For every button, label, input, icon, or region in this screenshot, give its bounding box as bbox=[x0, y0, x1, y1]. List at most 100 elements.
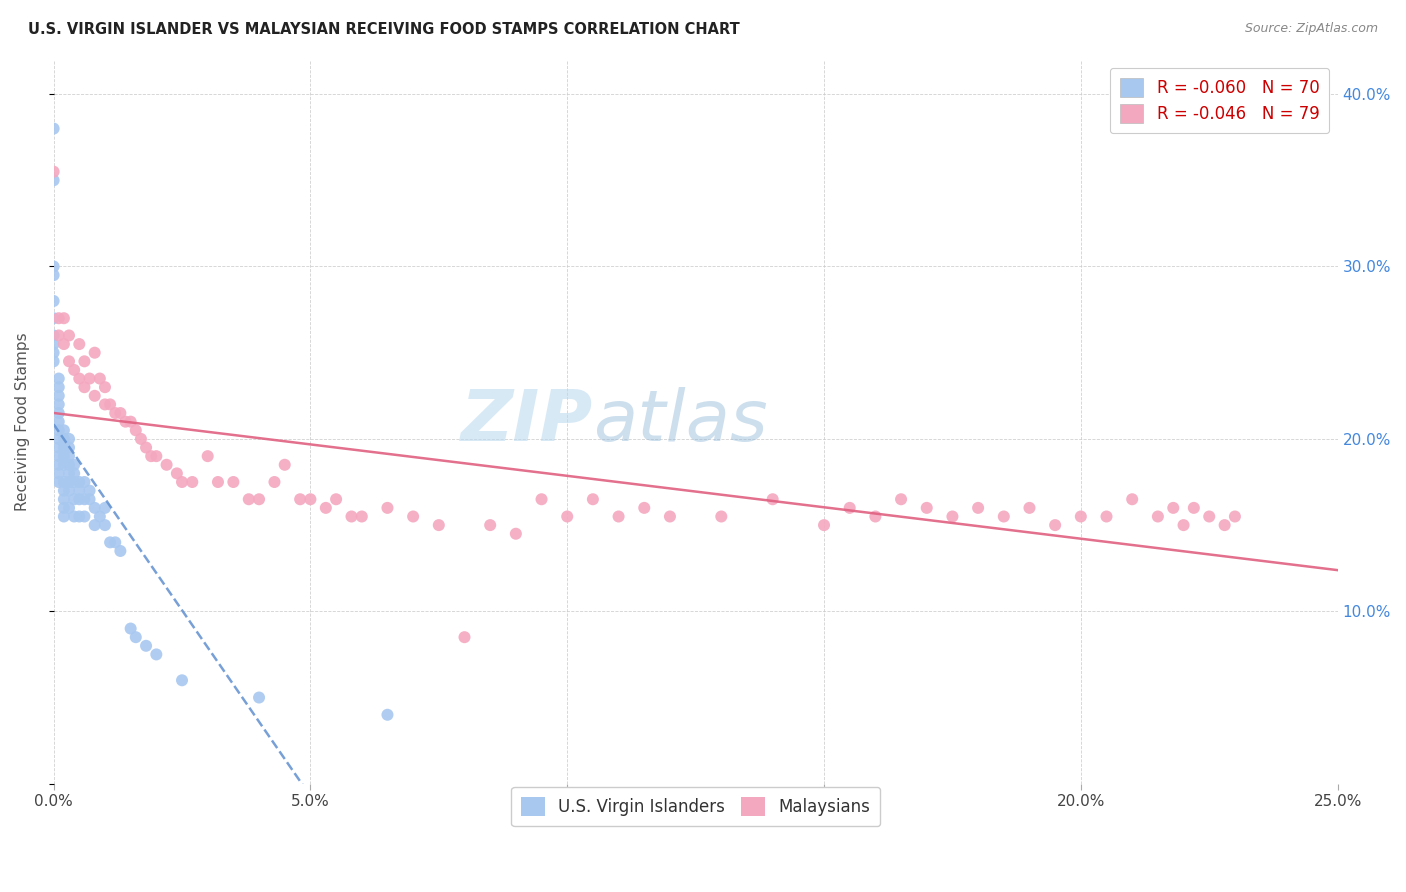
Point bbox=[967, 500, 990, 515]
Point bbox=[52, 423, 75, 437]
Point bbox=[1173, 518, 1195, 533]
Point bbox=[52, 449, 75, 463]
Point bbox=[42, 328, 65, 343]
Point bbox=[67, 492, 90, 507]
Point bbox=[145, 648, 167, 662]
Point bbox=[42, 354, 65, 368]
Point bbox=[633, 500, 655, 515]
Point bbox=[1095, 509, 1118, 524]
Point bbox=[67, 509, 90, 524]
Point bbox=[170, 475, 193, 489]
Point bbox=[110, 406, 132, 420]
Point bbox=[52, 311, 75, 326]
Point bbox=[1121, 492, 1143, 507]
Point bbox=[83, 518, 105, 533]
Point bbox=[427, 518, 450, 533]
Point bbox=[1147, 509, 1170, 524]
Point bbox=[48, 475, 70, 489]
Point bbox=[135, 441, 157, 455]
Point bbox=[315, 500, 337, 515]
Point bbox=[79, 371, 101, 385]
Point bbox=[48, 397, 70, 411]
Point bbox=[865, 509, 887, 524]
Point bbox=[73, 354, 96, 368]
Point bbox=[48, 311, 70, 326]
Point bbox=[58, 467, 80, 481]
Point bbox=[813, 518, 835, 533]
Point bbox=[479, 518, 502, 533]
Point bbox=[63, 475, 86, 489]
Point bbox=[42, 345, 65, 359]
Point bbox=[582, 492, 605, 507]
Point bbox=[135, 639, 157, 653]
Point bbox=[288, 492, 311, 507]
Point bbox=[402, 509, 425, 524]
Point bbox=[110, 544, 132, 558]
Point bbox=[125, 423, 148, 437]
Point bbox=[299, 492, 322, 507]
Point bbox=[340, 509, 363, 524]
Point bbox=[79, 492, 101, 507]
Point bbox=[73, 380, 96, 394]
Point bbox=[67, 337, 90, 351]
Point bbox=[58, 475, 80, 489]
Point bbox=[42, 311, 65, 326]
Point bbox=[94, 397, 117, 411]
Point bbox=[993, 509, 1015, 524]
Point bbox=[42, 337, 65, 351]
Point bbox=[710, 509, 733, 524]
Point bbox=[63, 467, 86, 481]
Point bbox=[1043, 518, 1066, 533]
Point bbox=[94, 380, 117, 394]
Point bbox=[83, 389, 105, 403]
Point bbox=[1161, 500, 1184, 515]
Point bbox=[67, 483, 90, 498]
Point bbox=[42, 164, 65, 178]
Point bbox=[42, 173, 65, 187]
Text: U.S. VIRGIN ISLANDER VS MALAYSIAN RECEIVING FOOD STAMPS CORRELATION CHART: U.S. VIRGIN ISLANDER VS MALAYSIAN RECEIV… bbox=[28, 22, 740, 37]
Point bbox=[1018, 500, 1040, 515]
Point bbox=[52, 500, 75, 515]
Point bbox=[1198, 509, 1220, 524]
Point bbox=[79, 483, 101, 498]
Point bbox=[48, 458, 70, 472]
Point bbox=[52, 483, 75, 498]
Point bbox=[63, 458, 86, 472]
Y-axis label: Receiving Food Stamps: Receiving Food Stamps bbox=[15, 333, 30, 511]
Point bbox=[263, 475, 285, 489]
Point bbox=[915, 500, 938, 515]
Point bbox=[58, 432, 80, 446]
Point bbox=[890, 492, 912, 507]
Point bbox=[222, 475, 245, 489]
Point bbox=[141, 449, 163, 463]
Point bbox=[48, 406, 70, 420]
Legend: U.S. Virgin Islanders, Malaysians: U.S. Virgin Islanders, Malaysians bbox=[512, 787, 880, 826]
Point bbox=[48, 441, 70, 455]
Point bbox=[52, 458, 75, 472]
Point bbox=[838, 500, 860, 515]
Point bbox=[83, 500, 105, 515]
Point bbox=[238, 492, 260, 507]
Point bbox=[120, 415, 142, 429]
Point bbox=[155, 458, 177, 472]
Point bbox=[42, 121, 65, 136]
Point bbox=[377, 707, 399, 722]
Point bbox=[1223, 509, 1246, 524]
Point bbox=[247, 492, 270, 507]
Point bbox=[48, 328, 70, 343]
Point bbox=[63, 509, 86, 524]
Point bbox=[58, 449, 80, 463]
Point bbox=[48, 380, 70, 394]
Point bbox=[274, 458, 297, 472]
Point bbox=[145, 449, 167, 463]
Point bbox=[58, 483, 80, 498]
Point bbox=[377, 500, 399, 515]
Point bbox=[63, 492, 86, 507]
Point bbox=[325, 492, 347, 507]
Point bbox=[98, 535, 121, 549]
Point bbox=[94, 500, 117, 515]
Point bbox=[52, 475, 75, 489]
Point bbox=[94, 518, 117, 533]
Point bbox=[52, 509, 75, 524]
Point bbox=[89, 371, 111, 385]
